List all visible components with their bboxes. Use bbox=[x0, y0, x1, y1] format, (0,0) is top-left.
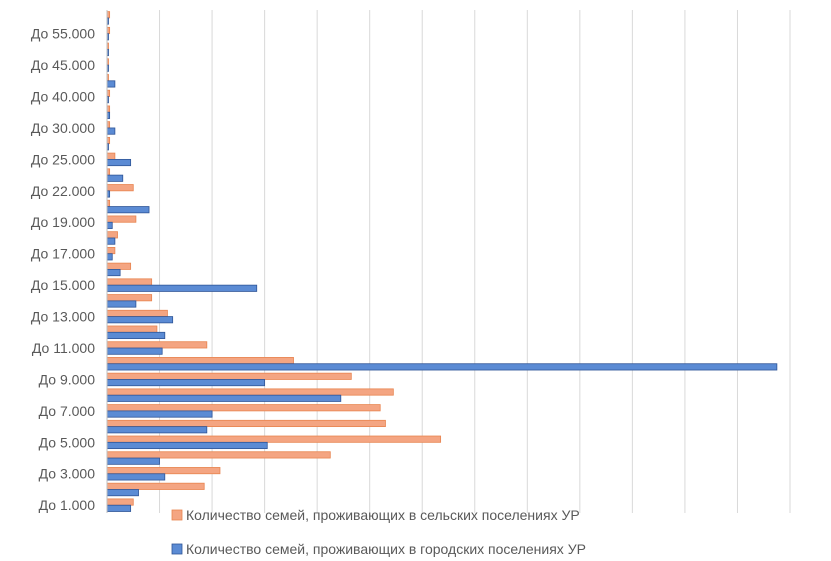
bar-rural-6 bbox=[106, 419, 386, 428]
category-tick-label: До 9.000 bbox=[39, 371, 96, 387]
bar-urban-2 bbox=[106, 489, 139, 497]
bar-rural-7 bbox=[106, 404, 381, 412]
gridlines bbox=[159, 10, 791, 513]
bar-urban-8 bbox=[106, 394, 342, 402]
bar-urban-13 bbox=[106, 316, 174, 324]
category-tick-label: До 22.000 bbox=[31, 183, 95, 199]
bar-rural-4 bbox=[106, 451, 331, 459]
bars bbox=[106, 11, 778, 512]
bar-urban-17 bbox=[106, 253, 113, 261]
bar-rural-1 bbox=[106, 498, 134, 506]
bar-rural-18 bbox=[106, 231, 118, 239]
bar-rural-13 bbox=[106, 309, 168, 317]
legend-label-urban: Количество семей, проживающих в городски… bbox=[186, 541, 586, 557]
bar-urban-25 bbox=[106, 127, 116, 135]
bar-rural-21 bbox=[106, 184, 134, 192]
bar-urban-4 bbox=[106, 457, 160, 465]
bar-urban-16 bbox=[106, 269, 121, 277]
bar-urban-14 bbox=[106, 300, 137, 308]
bar-urban-10 bbox=[106, 363, 778, 371]
category-tick-label: До 30.000 bbox=[31, 120, 95, 136]
bar-urban-5 bbox=[106, 441, 268, 450]
legend-item-rural: Количество семей, проживающих в сельских… bbox=[171, 507, 580, 523]
bar-rural-10 bbox=[106, 357, 294, 365]
legend-label-rural: Количество семей, проживающих в сельских… bbox=[186, 507, 580, 523]
bar-urban-28 bbox=[106, 80, 116, 88]
bar-urban-12 bbox=[106, 331, 166, 339]
bar-urban-1 bbox=[106, 504, 132, 512]
category-tick-labels: До 1.000 До 3.000 До 5.000 До 7.000 До 9.000… bbox=[31, 26, 95, 514]
bar-urban-9 bbox=[106, 379, 266, 387]
category-tick-label: До 17.000 bbox=[31, 246, 95, 262]
bar-urban-6 bbox=[106, 426, 208, 434]
bar-urban-20 bbox=[106, 206, 150, 214]
bar-rural-14 bbox=[106, 294, 153, 302]
legend-item-urban: Количество семей, проживающих в городски… bbox=[171, 541, 586, 557]
bar-rural-17 bbox=[106, 246, 116, 255]
bar-urban-7 bbox=[106, 410, 213, 418]
bar-rural-12 bbox=[106, 325, 158, 333]
category-tick-label: До 1.000 bbox=[39, 497, 96, 513]
bar-urban-22 bbox=[106, 174, 124, 182]
bar-rural-8 bbox=[106, 388, 394, 396]
bar-rural-11 bbox=[106, 341, 208, 349]
bar-rural-5 bbox=[106, 435, 442, 443]
category-tick-label: До 19.000 bbox=[31, 214, 95, 230]
bar-rural-23 bbox=[106, 152, 116, 160]
category-tick-label: До 55.000 bbox=[31, 26, 95, 42]
category-tick-label: До 25.000 bbox=[31, 151, 95, 167]
legend: Количество семей, проживающих в сельских… bbox=[171, 507, 586, 557]
bar-urban-3 bbox=[106, 473, 166, 481]
category-tick-label: До 15.000 bbox=[31, 277, 95, 293]
bar-rural-16 bbox=[106, 262, 132, 270]
category-tick-label: До 40.000 bbox=[31, 88, 95, 104]
category-tick-label: До 3.000 bbox=[39, 466, 96, 482]
bar-rural-15 bbox=[106, 278, 153, 286]
bar-rural-3 bbox=[106, 467, 221, 475]
bar-urban-23 bbox=[106, 158, 132, 167]
bar-urban-15 bbox=[106, 284, 258, 292]
category-tick-label: До 11.000 bbox=[32, 340, 95, 356]
bar-rural-9 bbox=[106, 372, 352, 380]
legend-swatch-urban bbox=[171, 543, 183, 555]
bar-urban-19 bbox=[106, 221, 113, 229]
legend-swatch-rural bbox=[171, 509, 183, 521]
bar-rural-2 bbox=[106, 482, 205, 490]
bar-rural-19 bbox=[106, 215, 137, 223]
bar-urban-18 bbox=[106, 237, 116, 245]
bar-urban-11 bbox=[106, 347, 163, 355]
category-tick-label: До 13.000 bbox=[31, 309, 95, 325]
category-tick-label: До 45.000 bbox=[31, 57, 95, 73]
category-tick-label: До 7.000 bbox=[39, 403, 96, 419]
category-tick-label: До 5.000 bbox=[39, 434, 96, 450]
